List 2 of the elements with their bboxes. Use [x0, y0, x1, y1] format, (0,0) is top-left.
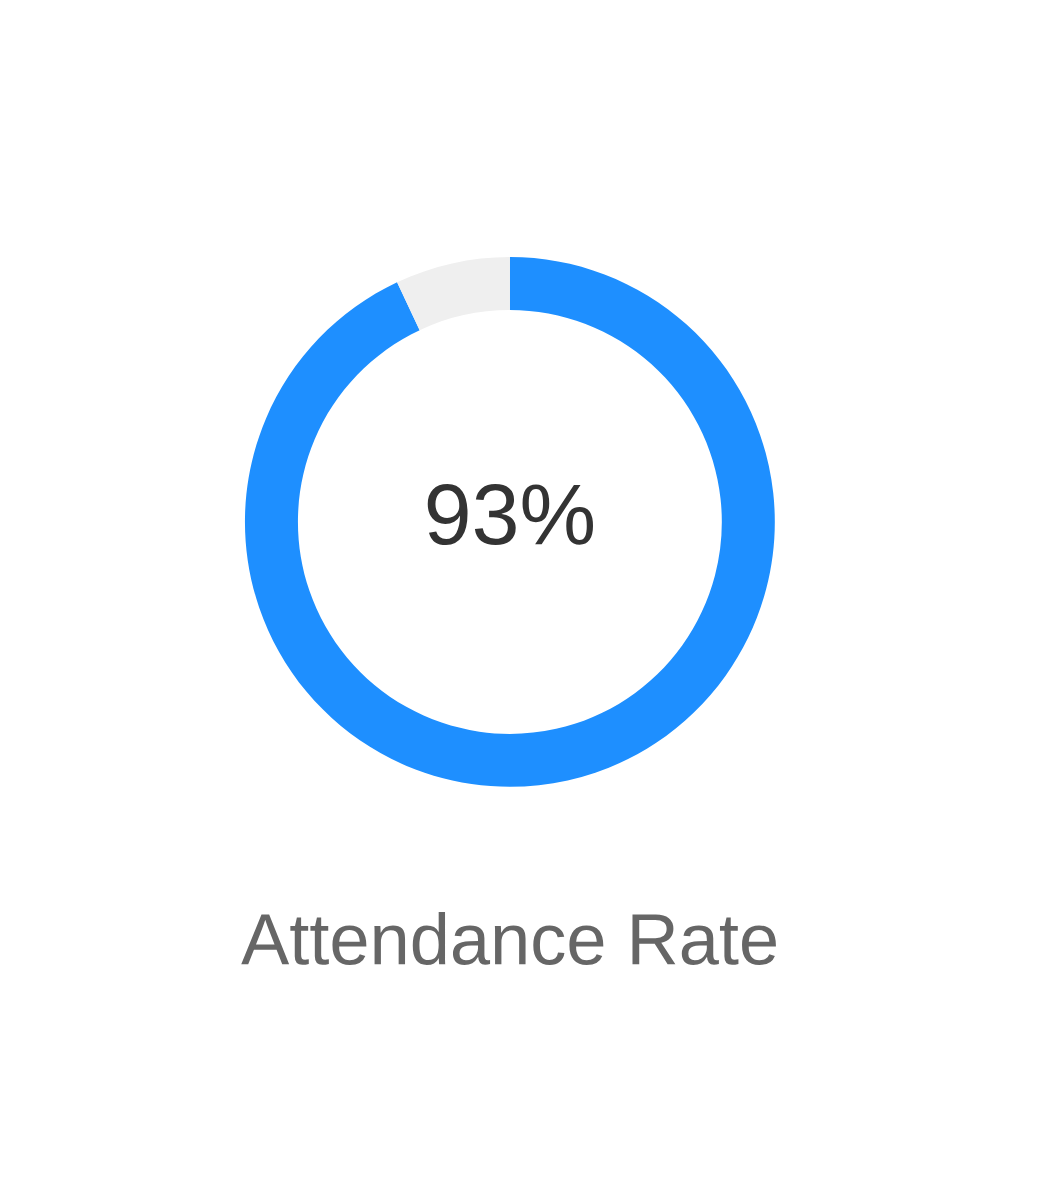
text: Attendance Rate	[241, 911, 776, 965]
data-label: 93%	[427, 484, 593, 546]
